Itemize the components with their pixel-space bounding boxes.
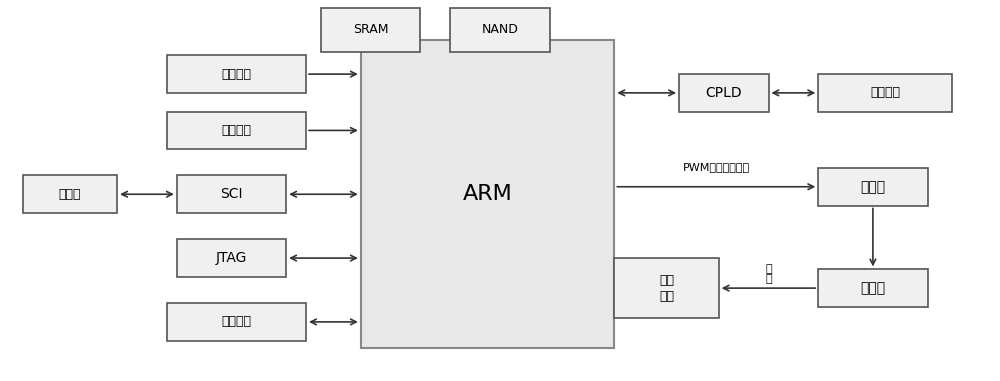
Bar (177, 176, 286, 213)
Bar (818, 168, 928, 205)
Bar (679, 74, 769, 112)
Text: 时钟电路: 时钟电路 (221, 315, 251, 328)
Text: ARM: ARM (463, 184, 512, 204)
Bar (177, 239, 286, 277)
Bar (818, 74, 952, 112)
Bar (614, 258, 719, 318)
Bar (321, 8, 420, 51)
Bar (361, 40, 614, 348)
Text: 拓展外设: 拓展外设 (870, 86, 900, 99)
Text: SRAM: SRAM (353, 24, 388, 37)
Text: 编码器: 编码器 (860, 281, 885, 295)
Text: 整形
电路: 整形 电路 (659, 274, 674, 303)
Bar (167, 303, 306, 341)
Text: NAND: NAND (482, 24, 518, 37)
Text: 复位电路: 复位电路 (221, 67, 251, 81)
Text: 驱动器: 驱动器 (860, 180, 885, 194)
Bar (167, 55, 306, 93)
Text: 电压检测: 电压检测 (221, 124, 251, 137)
Text: SCI: SCI (220, 187, 243, 201)
Bar (818, 269, 928, 307)
Text: JTAG: JTAG (216, 251, 247, 265)
Bar (450, 8, 550, 51)
Text: CPLD: CPLD (705, 86, 742, 100)
Text: 脉
冲: 脉 冲 (765, 264, 772, 284)
Bar (167, 112, 306, 149)
Bar (23, 176, 117, 213)
Text: 上位机: 上位机 (59, 188, 81, 201)
Text: PWM、方向、使能: PWM、方向、使能 (683, 162, 750, 172)
